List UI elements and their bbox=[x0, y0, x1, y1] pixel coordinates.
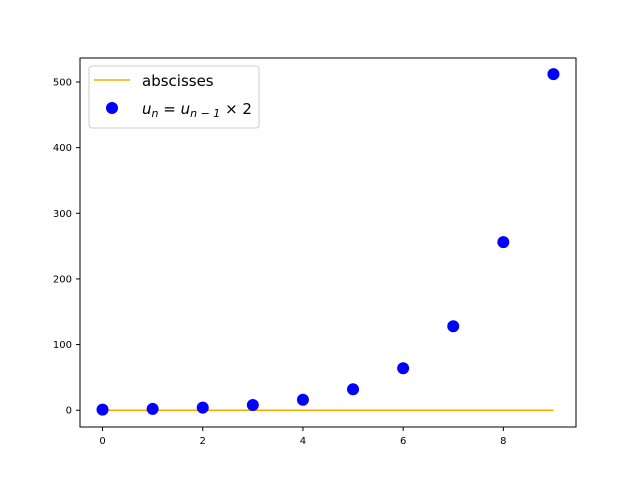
axes-frame bbox=[79, 57, 577, 428]
y-tick-label: 300 bbox=[53, 209, 72, 220]
y-tick-label: 0 bbox=[66, 406, 72, 417]
legend-label-abscisses: abscisses bbox=[142, 72, 214, 90]
data-point bbox=[547, 68, 560, 81]
data-point bbox=[246, 398, 259, 411]
x-tick-label: 4 bbox=[300, 436, 306, 447]
x-tick-label: 8 bbox=[500, 436, 506, 447]
legend-var-u2: u bbox=[181, 100, 191, 118]
legend-sub-n-minus-1: n − 1 bbox=[190, 107, 220, 120]
legend: abscisses un = un − 1 × 2 bbox=[88, 65, 260, 129]
plot-area bbox=[96, 68, 560, 416]
legend-frame bbox=[88, 65, 260, 129]
legend-marker-swatch bbox=[106, 102, 118, 114]
y-tick-label: 200 bbox=[53, 274, 72, 285]
data-point bbox=[296, 393, 309, 406]
x-tick-label: 6 bbox=[400, 436, 406, 447]
y-tick-label: 100 bbox=[53, 340, 72, 351]
legend-label-sequence: un = un − 1 × 2 bbox=[142, 100, 252, 120]
data-point bbox=[447, 320, 460, 333]
data-point bbox=[146, 402, 159, 415]
x-tick-label: 0 bbox=[99, 436, 105, 447]
data-point bbox=[497, 236, 510, 249]
data-point bbox=[96, 403, 109, 416]
legend-sub-n: n bbox=[152, 107, 159, 120]
legend-var-u: u bbox=[142, 100, 152, 118]
data-point bbox=[397, 362, 410, 375]
legend-times-two: × 2 bbox=[220, 100, 252, 118]
x-tick-label: 2 bbox=[200, 436, 206, 447]
y-tick-label: 500 bbox=[53, 77, 72, 88]
y-tick-label: 400 bbox=[53, 143, 72, 154]
legend-equals: = bbox=[159, 100, 181, 118]
data-point bbox=[196, 401, 209, 414]
axes: 0 2 4 6 8 0 100 200 300 400 500 bbox=[53, 57, 577, 447]
data-point bbox=[347, 383, 360, 396]
